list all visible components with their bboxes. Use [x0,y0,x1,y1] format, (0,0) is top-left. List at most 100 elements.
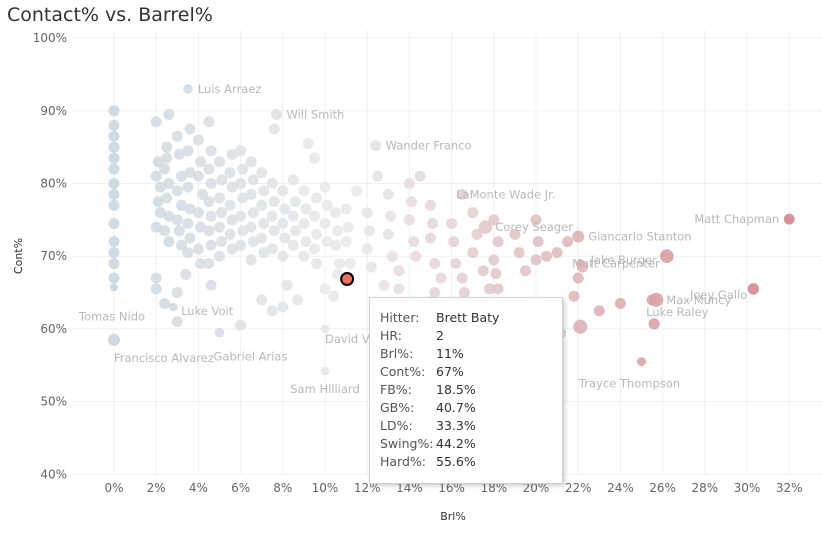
data-point[interactable] [387,250,399,262]
data-point[interactable] [224,199,236,211]
data-point[interactable] [203,116,215,128]
data-point[interactable] [277,250,289,262]
data-point[interactable] [214,221,225,233]
data-point[interactable] [320,366,330,376]
data-point[interactable] [403,214,415,226]
data-point[interactable] [161,192,173,204]
data-point[interactable] [195,221,207,233]
data-point[interactable] [235,210,247,222]
data-point[interactable] [361,207,373,219]
data-point[interactable] [406,196,418,208]
data-point[interactable] [372,170,384,182]
data-point[interactable] [226,214,238,226]
data-point[interactable] [648,318,660,330]
data-point[interactable] [458,287,470,299]
data-point[interactable] [321,236,333,248]
data-point[interactable] [365,261,377,273]
data-point[interactable] [446,217,458,229]
data-point[interactable] [308,210,320,222]
data-point[interactable] [279,232,291,244]
data-point[interactable] [268,123,280,135]
data-point[interactable] [159,225,171,237]
data-point[interactable] [298,185,310,197]
data-point[interactable] [247,207,259,219]
data-point[interactable] [180,268,192,280]
data-point[interactable] [340,203,352,215]
data-point[interactable] [226,181,238,193]
data-point[interactable] [308,152,320,164]
data-point[interactable] [152,196,164,208]
data-point[interactable] [266,178,278,189]
data-point[interactable] [161,141,173,153]
data-point[interactable] [519,265,531,277]
data-point[interactable] [203,225,215,237]
data-point[interactable] [214,156,225,168]
data-point[interactable] [203,163,215,175]
data-point[interactable] [224,228,236,240]
data-point[interactable] [182,145,194,157]
data-point[interactable] [182,247,194,259]
data-point[interactable] [429,287,441,299]
data-point[interactable] [435,272,447,284]
data-point[interactable] [152,156,164,168]
data-point[interactable] [159,163,171,175]
data-point[interactable] [593,305,605,317]
data-point[interactable] [171,130,183,142]
data-point[interactable] [425,232,436,244]
data-point[interactable] [287,174,299,186]
data-point[interactable] [649,292,664,307]
data-point[interactable] [245,221,257,233]
data-point[interactable] [393,283,405,295]
data-point[interactable] [340,236,352,248]
data-point[interactable] [532,236,544,248]
data-point[interactable] [478,220,493,234]
data-point[interactable] [456,272,468,284]
data-point[interactable] [171,214,183,226]
data-point[interactable] [245,156,257,168]
data-point[interactable] [184,232,196,244]
data-point[interactable] [287,239,299,251]
data-point[interactable] [176,170,188,182]
data-point[interactable] [163,108,175,120]
data-point[interactable] [205,178,217,189]
data-point[interactable] [319,283,331,295]
data-point[interactable] [289,196,301,208]
data-point[interactable] [203,257,215,269]
data-point[interactable] [492,236,504,248]
data-point[interactable] [171,316,183,328]
data-point[interactable] [287,210,299,222]
data-point[interactable] [226,243,238,255]
data-point[interactable] [425,199,436,211]
data-point[interactable] [319,217,331,229]
data-point[interactable] [319,181,331,193]
data-point[interactable] [245,188,257,200]
data-point[interactable] [214,327,225,338]
data-point[interactable] [183,84,193,94]
data-point[interactable] [575,259,585,268]
data-point[interactable] [176,239,188,251]
data-point[interactable] [256,167,268,179]
data-point[interactable] [197,188,209,200]
data-point[interactable] [108,152,120,164]
data-point[interactable] [268,196,280,208]
data-point[interactable] [216,236,228,248]
data-point[interactable] [277,217,289,229]
data-point[interactable] [150,272,162,284]
data-point[interactable] [266,243,278,255]
data-point[interactable] [289,225,301,237]
data-point[interactable] [182,217,194,229]
data-point[interactable] [541,250,553,262]
data-point[interactable] [321,199,333,211]
data-point[interactable] [150,221,162,233]
data-point[interactable] [150,116,162,128]
data-point[interactable] [214,250,225,262]
data-point[interactable] [477,265,489,277]
data-point[interactable] [150,283,162,295]
data-point[interactable] [235,145,247,157]
data-point[interactable] [192,207,204,219]
data-point[interactable] [783,213,795,225]
data-point[interactable] [637,357,646,367]
data-point[interactable] [266,305,278,317]
data-point[interactable] [192,170,204,182]
data-point[interactable] [107,333,121,346]
